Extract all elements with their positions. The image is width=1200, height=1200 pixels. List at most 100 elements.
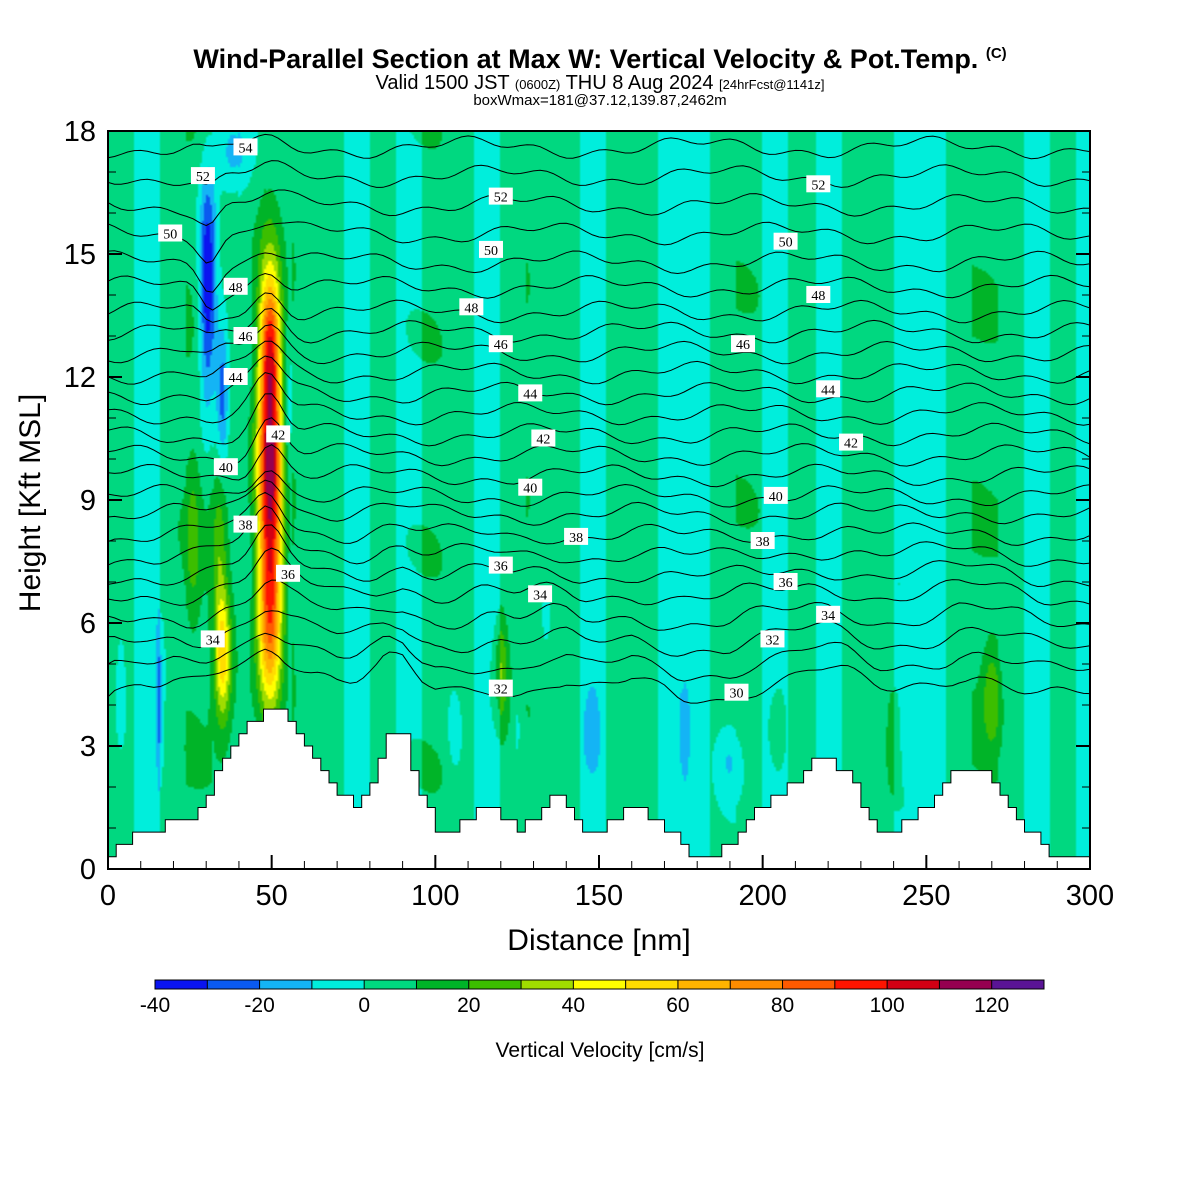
x-tick-label: 300	[1066, 880, 1114, 912]
theta-label: 40	[763, 486, 788, 505]
svg-text:44: 44	[229, 371, 243, 386]
svg-text:34: 34	[821, 609, 835, 624]
theta-contour-34	[108, 547, 1090, 606]
svg-text:46: 46	[238, 330, 252, 345]
x-tick-label: 150	[575, 880, 623, 912]
theta-label: 46	[233, 327, 258, 345]
theta-label: 44	[223, 368, 248, 386]
theta-contour-52	[108, 189, 1090, 227]
svg-text:40: 40	[769, 490, 783, 505]
theta-labels: 54 52 50 48 46 44 42 40 38 36 34 52 50 48 46 44 42 40 38 36…	[158, 138, 864, 702]
theta-label: 50	[158, 224, 183, 243]
x-tick-label: 100	[411, 880, 459, 912]
theta-contour-37	[108, 491, 1090, 546]
chart-title: Wind-Parallel Section at Max W: Vertical…	[0, 44, 1200, 75]
x-axis-label: Distance [nm]	[507, 924, 690, 957]
forecast-info: [24hrFcst@1141z]	[719, 77, 825, 92]
theta-label: 44	[816, 380, 841, 398]
theta-label: 38	[750, 532, 775, 550]
colorbar-swatch	[573, 980, 627, 989]
colorbar-swatch	[834, 980, 888, 989]
theta-contour-53	[108, 160, 1090, 188]
colorbar-swatch	[259, 980, 313, 989]
svg-text:46: 46	[494, 338, 508, 353]
theta-label: 36	[276, 564, 301, 583]
colorbar-swatch	[625, 980, 679, 989]
theta-label: 32	[488, 679, 513, 698]
theta-contour-33	[108, 579, 1090, 631]
svg-text:42: 42	[536, 433, 550, 448]
svg-text:36: 36	[494, 560, 508, 575]
y-tick-label: 6	[80, 608, 96, 640]
theta-label: 42	[531, 429, 556, 448]
svg-text:50: 50	[779, 236, 793, 251]
colorbar-swatch	[364, 980, 417, 989]
colorbar-swatch	[782, 980, 836, 989]
theta-label: 50	[478, 240, 503, 259]
theta-contour-38	[108, 479, 1090, 526]
svg-text:38: 38	[569, 531, 583, 546]
theta-label: 36	[773, 573, 798, 591]
theta-label: 36	[488, 556, 513, 575]
svg-text:36: 36	[281, 568, 295, 583]
x-axis: 0 50 100 150 200 250 300	[100, 855, 1114, 912]
svg-text:40: 40	[523, 482, 537, 497]
theta-label: 48	[806, 286, 831, 304]
colorbar-tick-label: 40	[562, 994, 585, 1017]
svg-text:46: 46	[736, 338, 750, 353]
svg-text:34: 34	[533, 588, 547, 603]
theta-label: 40	[213, 458, 238, 476]
theta-label: 54	[233, 138, 258, 156]
theta-contour-51	[108, 221, 1090, 264]
svg-text:54: 54	[238, 141, 252, 156]
svg-text:40: 40	[219, 461, 233, 476]
valid-time: Valid 1500 JST	[375, 72, 510, 94]
theta-contour-46	[108, 324, 1090, 365]
valid-date: THU 8 Aug 2024	[565, 72, 714, 94]
colorbar-swatch	[991, 980, 1045, 989]
theta-label: 52	[488, 187, 513, 206]
svg-text:36: 36	[779, 576, 793, 591]
colorbar-swatch	[677, 980, 731, 989]
theta-contour-54	[108, 133, 1090, 160]
theta-contour-48	[108, 292, 1090, 324]
svg-text:44: 44	[821, 383, 835, 398]
theta-contour-43	[108, 372, 1090, 426]
svg-text:30: 30	[729, 687, 743, 702]
colorbar-frame	[154, 979, 1045, 990]
svg-text:32: 32	[765, 633, 779, 648]
colorbar: -40 -20 0 20 40 60 80 100 120	[140, 979, 1045, 1017]
colorbar-swatch	[311, 980, 365, 989]
colorbar-tick-label: 20	[457, 994, 480, 1017]
svg-text:42: 42	[844, 437, 858, 452]
colorbar-tick-label: 120	[974, 994, 1009, 1017]
theta-label: 46	[731, 335, 756, 353]
theta-label: 42	[839, 433, 864, 452]
colorbar-label: Vertical Velocity [cm/s]	[496, 1039, 705, 1062]
theta-label: 44	[518, 384, 543, 402]
colorbar-tick-label: -20	[244, 994, 274, 1017]
theta-label: 48	[223, 277, 248, 296]
colorbar-tick-label: -40	[140, 994, 170, 1017]
theta-label: 52	[806, 175, 831, 193]
theta-label: 52	[190, 167, 215, 185]
theta-label: 34	[528, 585, 553, 603]
colorbar-swatch	[155, 980, 208, 989]
x-tick-label: 250	[902, 880, 950, 912]
box-wmax-info: boxWmax=181@37.12,139.87,2462m	[473, 92, 727, 109]
svg-text:44: 44	[523, 387, 537, 402]
colorbar-tick-label: 100	[870, 994, 905, 1017]
theta-contour-31	[108, 632, 1090, 682]
colorbar-tick-label: 80	[771, 994, 794, 1017]
x-tick-label: 0	[100, 880, 116, 912]
svg-text:52: 52	[811, 178, 825, 193]
svg-text:34: 34	[206, 633, 220, 648]
theta-contour-35	[108, 524, 1090, 588]
y-tick-label: 3	[80, 731, 96, 763]
svg-text:50: 50	[163, 228, 177, 243]
theta-label: 40	[518, 478, 543, 497]
colorbar-tick-label: 0	[358, 994, 370, 1017]
y-tick-label: 15	[64, 239, 96, 271]
